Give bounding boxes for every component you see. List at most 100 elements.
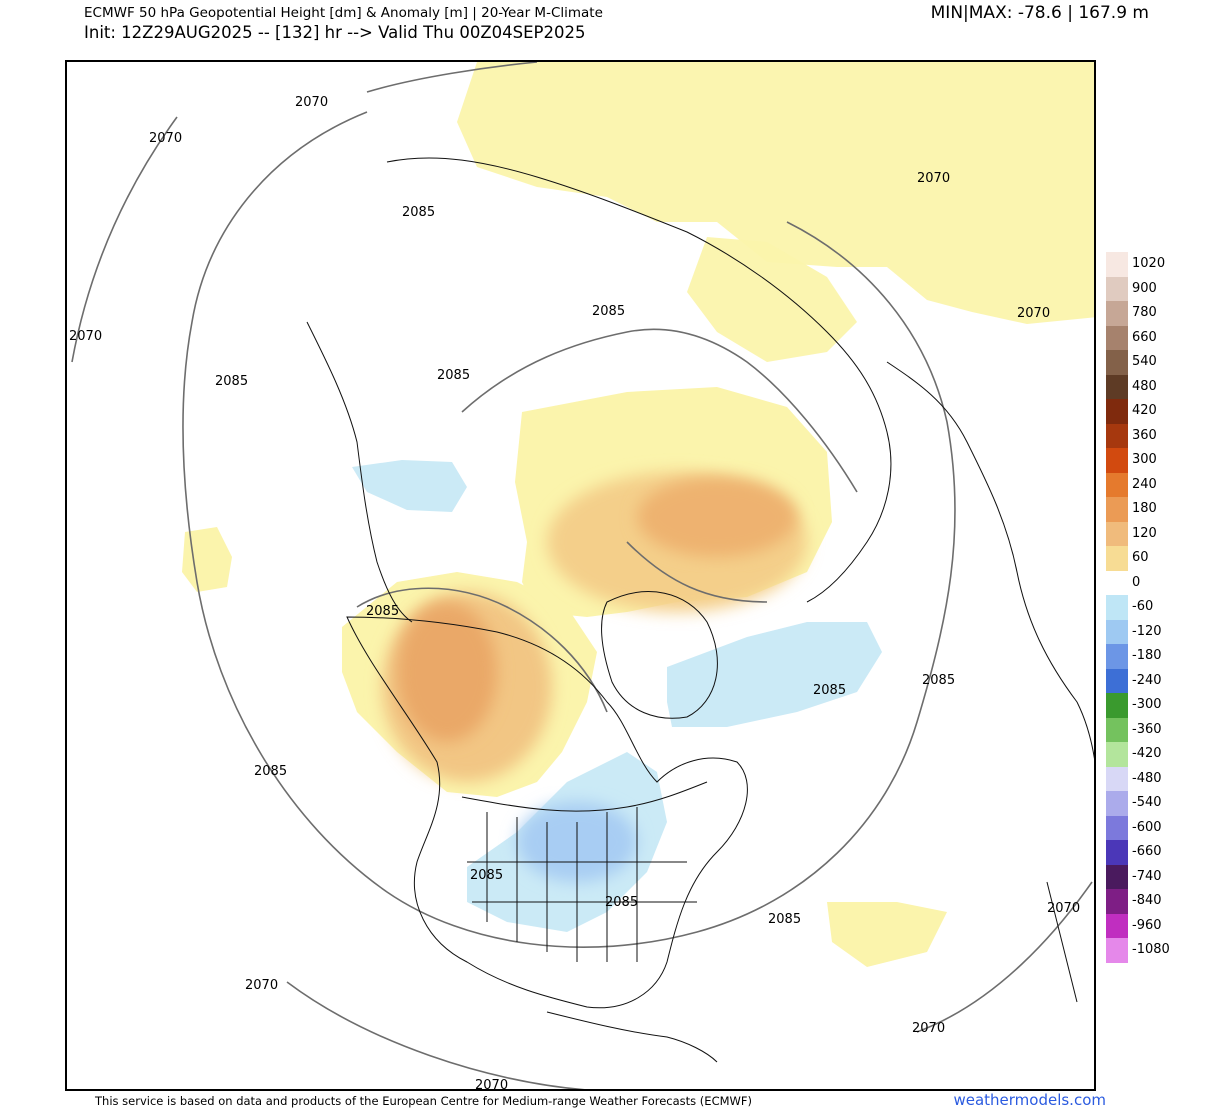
legend-entry: -960 — [1106, 913, 1206, 938]
legend-swatch — [1106, 570, 1128, 595]
legend-swatch — [1106, 840, 1128, 865]
contour-label: 2070 — [69, 329, 102, 344]
legend-entry: -600 — [1106, 815, 1206, 840]
north-america-outline — [346, 616, 748, 1009]
legend-swatch — [1106, 913, 1128, 938]
height-contours — [71, 62, 1093, 1089]
min-max-readout: MIN|MAX: -78.6 | 167.9 m — [930, 3, 1149, 23]
alaska-russia-coast — [306, 321, 413, 623]
map-panel: 2070 2070 2070 2070 2070 2070 2070 2070 … — [65, 60, 1096, 1091]
legend-entry: 780 — [1106, 301, 1206, 326]
deep-orange-anomaly-northwest-america — [397, 602, 497, 742]
legend-label: -660 — [1132, 844, 1162, 859]
legend-label: 300 — [1132, 452, 1157, 467]
legend-label: 180 — [1132, 501, 1157, 516]
legend-entry: -740 — [1106, 864, 1206, 889]
legend-label: 240 — [1132, 476, 1157, 492]
legend-swatch — [1106, 448, 1128, 473]
legend-entry: -300 — [1106, 693, 1206, 718]
legend-entry: 240 — [1106, 472, 1206, 497]
legend-entry: 360 — [1106, 423, 1206, 448]
legend-entry: -180 — [1106, 644, 1206, 669]
coastlines-and-borders — [306, 157, 1094, 1063]
legend-entry: -840 — [1106, 889, 1206, 914]
legend-entry: 0 — [1106, 570, 1206, 595]
legend-swatch — [1106, 325, 1128, 350]
contour-2070-outer — [71, 62, 538, 363]
legend-entry: -660 — [1106, 840, 1206, 865]
legend-entry: 180 — [1106, 497, 1206, 522]
legend-label: 480 — [1132, 378, 1157, 394]
legend-entry: 540 — [1106, 350, 1206, 375]
yellow-anomaly-arctic-eurasia — [457, 62, 1094, 324]
legend-entry: -480 — [1106, 766, 1206, 791]
legend-label: -420 — [1132, 746, 1162, 761]
legend-label: -600 — [1132, 819, 1162, 835]
legend-swatch — [1106, 276, 1128, 301]
legend-label: 1020 — [1132, 256, 1166, 271]
legend-swatch — [1106, 742, 1128, 767]
legend-swatch — [1106, 595, 1128, 620]
legend-entry: 660 — [1106, 325, 1206, 350]
legend-label: 120 — [1132, 525, 1157, 541]
legend-swatch — [1106, 497, 1128, 522]
us-canada-border — [461, 781, 708, 812]
legend-swatch — [1106, 423, 1128, 448]
contour-label: 2070 — [917, 171, 950, 186]
contour-label: 2085 — [605, 895, 638, 910]
contour-2085-inner — [356, 328, 858, 713]
legend-label: -480 — [1132, 770, 1162, 786]
legend-swatch — [1106, 644, 1128, 669]
ecmwf-disclaimer: This service is based on data and produc… — [95, 1094, 752, 1108]
contour-2070-lower — [286, 881, 1093, 1089]
contour-label: 2085 — [437, 368, 470, 383]
legend-label: 780 — [1132, 305, 1157, 320]
legend-swatch — [1106, 766, 1128, 791]
yellow-anomaly-siberia-north — [687, 237, 857, 362]
legend-entry: 1020 — [1106, 252, 1206, 277]
legend-swatch — [1106, 668, 1128, 693]
legend-label: 60 — [1132, 550, 1149, 565]
brand-link[interactable]: weathermodels.com — [953, 1091, 1106, 1109]
legend-entry: 60 — [1106, 546, 1206, 571]
contour-label: 2085 — [215, 374, 248, 389]
legend-entry: 900 — [1106, 276, 1206, 301]
legend-label: 900 — [1132, 280, 1157, 296]
legend-label: -960 — [1132, 917, 1162, 933]
legend-swatch — [1106, 252, 1128, 277]
legend-label: -360 — [1132, 721, 1162, 737]
legend-label: -180 — [1132, 648, 1162, 663]
contour-label: 2085 — [813, 683, 846, 698]
contour-2085-outer-ring — [182, 111, 956, 948]
legend-entry: 120 — [1106, 521, 1206, 546]
contour-label: 2085 — [592, 304, 625, 319]
legend-label: -540 — [1132, 795, 1162, 810]
contour-label: 2085 — [768, 912, 801, 927]
yellow-anomaly-pacific-west — [182, 527, 232, 592]
contour-label-group: 2070 2070 2070 2070 2070 2070 2070 2070 … — [69, 95, 1080, 1089]
legend-label: -60 — [1132, 599, 1154, 614]
legend-label: -740 — [1132, 868, 1162, 884]
legend-entry: 300 — [1106, 448, 1206, 473]
contour-label: 2070 — [245, 978, 278, 993]
africa-outline — [1046, 881, 1078, 1003]
legend-swatch — [1106, 472, 1128, 497]
legend-entry: -420 — [1106, 742, 1206, 767]
legend-swatch — [1106, 399, 1128, 424]
legend-label: -240 — [1132, 672, 1162, 688]
legend-label: -300 — [1132, 697, 1162, 712]
map-svg: 2070 2070 2070 2070 2070 2070 2070 2070 … — [69, 62, 1094, 1089]
legend-swatch — [1106, 693, 1128, 718]
legend-entry: 420 — [1106, 399, 1206, 424]
legend-entry: -60 — [1106, 595, 1206, 620]
eurasia-arctic-coast — [386, 157, 892, 603]
legend-entry: -240 — [1106, 668, 1206, 693]
legend-swatch — [1106, 864, 1128, 889]
legend-label: 360 — [1132, 427, 1157, 443]
greenland-outline — [601, 591, 718, 719]
legend-label: 540 — [1132, 354, 1157, 369]
caribbean-outline — [546, 1011, 718, 1063]
legend-swatch — [1106, 889, 1128, 914]
deep-orange-anomaly-siberia — [637, 477, 797, 557]
contour-label: 2085 — [254, 764, 287, 779]
